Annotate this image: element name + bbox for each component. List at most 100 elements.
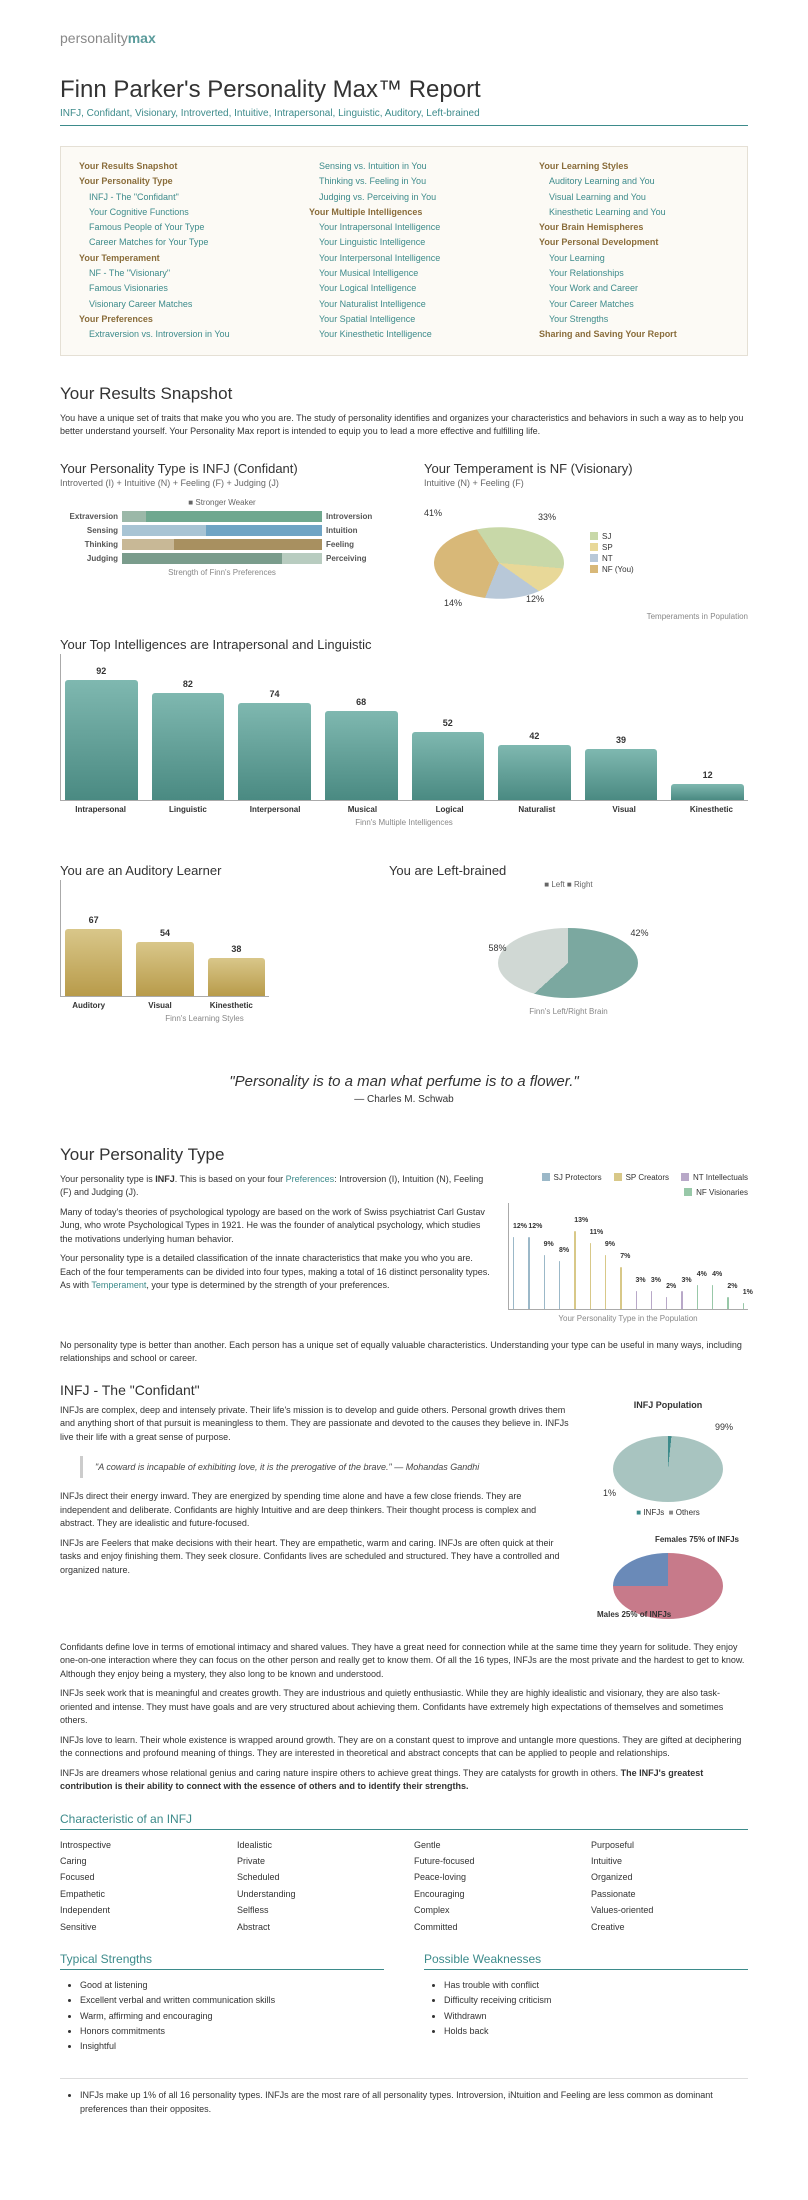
toc-link[interactable]: Your Personal Development (539, 235, 729, 250)
quote-block: "Personality is to a man what perfume is… (60, 1073, 748, 1105)
characteristic-item: Idealistic (237, 1838, 394, 1852)
characteristic-item: Organized (591, 1870, 748, 1884)
characteristics-grid: Introspective Idealistic Gentle Purposeful C… (60, 1838, 748, 1934)
list-item: Holds back (444, 2024, 748, 2039)
toc-link[interactable]: Your Intrapersonal Intelligence (309, 220, 499, 235)
characteristic-item: Future-focused (414, 1854, 571, 1868)
confidant-heading: INFJ - The "Confidant" (60, 1382, 748, 1398)
logo-text-2: max (128, 30, 156, 46)
toc-link[interactable]: Sensing vs. Intuition in You (309, 159, 499, 174)
toc-link[interactable]: Your Naturalist Intelligence (309, 297, 499, 312)
confidant-p7: INFJs are dreamers whose relational geni… (60, 1767, 748, 1794)
characteristic-item: Purposeful (591, 1838, 748, 1852)
list-item: Warm, affirming and encouraging (80, 2009, 384, 2024)
toc-link[interactable]: Your Learning (539, 251, 729, 266)
toc-col-3: Your Learning StylesAuditory Learning an… (539, 159, 729, 343)
table-of-contents: Your Results SnapshotYour Personality Ty… (60, 146, 748, 356)
weaknesses-heading: Possible Weaknesses (424, 1952, 748, 1970)
temperament-pie: 41% 33% 12% 14% (424, 498, 574, 608)
toc-link[interactable]: Your Career Matches (539, 297, 729, 312)
list-item: Honors commitments (80, 2024, 384, 2039)
characteristic-item: Focused (60, 1870, 217, 1884)
toc-link[interactable]: Career Matches for Your Type (79, 235, 269, 250)
list-item: Insightful (80, 2039, 384, 2054)
toc-link[interactable]: Famous People of Your Type (79, 220, 269, 235)
toc-link[interactable]: Kinesthetic Learning and You (539, 205, 729, 220)
toc-link[interactable]: Your Brain Hemispheres (539, 220, 729, 235)
toc-link[interactable]: Visual Learning and You (539, 190, 729, 205)
preferences-link[interactable]: Preferences (286, 1174, 335, 1184)
temperament-legend: SJSPNTNF (You) (590, 532, 634, 574)
toc-link[interactable]: Your Temperament (79, 251, 269, 266)
confidant-p6: INFJs love to learn. Their whole existen… (60, 1734, 748, 1761)
toc-link[interactable]: Your Personality Type (79, 174, 269, 189)
confidant-p5: INFJs seek work that is meaningful and c… (60, 1687, 748, 1728)
toc-link[interactable]: Auditory Learning and You (539, 174, 729, 189)
toc-link[interactable]: Your Results Snapshot (79, 159, 269, 174)
learn-caption: Finn's Learning Styles (60, 1014, 349, 1023)
hbar-legend: ■ Stronger Weaker (60, 498, 384, 507)
strengths-heading: Typical Strengths (60, 1952, 384, 1970)
characteristic-item: Encouraging (414, 1887, 571, 1901)
toc-link[interactable]: Your Kinesthetic Intelligence (309, 327, 499, 342)
preferences-chart: Extraversion IntroversionSensing Intuiti… (60, 511, 384, 564)
characteristic-item: Committed (414, 1920, 571, 1934)
characteristic-item: Caring (60, 1854, 217, 1868)
toc-link[interactable]: Thinking vs. Feeling in You (309, 174, 499, 189)
toc-link[interactable]: Extraversion vs. Introversion in You (79, 327, 269, 342)
characteristics-heading: Characteristic of an INFJ (60, 1812, 748, 1830)
characteristic-item: Peace-loving (414, 1870, 571, 1884)
toc-link[interactable]: Your Spatial Intelligence (309, 312, 499, 327)
toc-link[interactable]: Your Cognitive Functions (79, 205, 269, 220)
subtitle-tags: INFJ, Confidant, Visionary, Introverted,… (60, 108, 748, 119)
list-item: Excellent verbal and written communicati… (80, 1993, 384, 2008)
characteristic-item: Sensitive (60, 1920, 217, 1934)
characteristic-item: Gentle (414, 1838, 571, 1852)
toc-link[interactable]: Judging vs. Perceiving in You (309, 190, 499, 205)
characteristic-item: Passionate (591, 1887, 748, 1901)
temperament-title: Your Temperament is NF (Visionary) (424, 461, 748, 476)
weaknesses-list: Has trouble with conflictDifficulty rece… (424, 1978, 748, 2039)
toc-link[interactable]: Sharing and Saving Your Report (539, 327, 729, 342)
toc-link[interactable]: Your Multiple Intelligences (309, 205, 499, 220)
toc-col-1: Your Results SnapshotYour Personality Ty… (79, 159, 269, 343)
ptype-title: Your Personality Type is INFJ (Confidant… (60, 461, 384, 476)
toc-link[interactable]: Your Interpersonal Intelligence (309, 251, 499, 266)
ptype-section-heading: Your Personality Type (60, 1145, 748, 1165)
logo-text-1: personality (60, 30, 128, 46)
characteristic-item: Independent (60, 1903, 217, 1917)
toc-link[interactable]: Your Linguistic Intelligence (309, 235, 499, 250)
intel-caption: Finn's Multiple Intelligences (60, 818, 748, 827)
toc-link[interactable]: Famous Visionaries (79, 281, 269, 296)
temperament-link[interactable]: Temperament (91, 1280, 146, 1290)
quote-author: — Charles M. Schwab (60, 1094, 748, 1105)
characteristic-item: Introspective (60, 1838, 217, 1852)
toc-col-2: Sensing vs. Intuition in YouThinking vs.… (309, 159, 499, 343)
brain-caption: Finn's Left/Right Brain (389, 1007, 748, 1016)
population-chart: SJ ProtectorsSP CreatorsNT Intellectuals… (508, 1173, 748, 1323)
characteristic-item: Complex (414, 1903, 571, 1917)
list-item: Withdrawn (444, 2009, 748, 2024)
toc-link[interactable]: Your Learning Styles (539, 159, 729, 174)
brain-legend: ■ Left ■ Right (389, 880, 748, 889)
toc-link[interactable]: Your Logical Intelligence (309, 281, 499, 296)
characteristic-item: Scheduled (237, 1870, 394, 1884)
intelligences-title: Your Top Intelligences are Intrapersonal… (60, 637, 748, 652)
learning-chart: 675438 (60, 880, 269, 997)
toc-link[interactable]: Your Work and Career (539, 281, 729, 296)
toc-link[interactable]: NF - The "Visionary" (79, 266, 269, 281)
toc-link[interactable]: Your Relationships (539, 266, 729, 281)
characteristic-item: Intuitive (591, 1854, 748, 1868)
list-item: Difficulty receiving criticism (444, 1993, 748, 2008)
toc-link[interactable]: Your Preferences (79, 312, 269, 327)
toc-link[interactable]: Visionary Career Matches (79, 297, 269, 312)
toc-link[interactable]: Your Strengths (539, 312, 729, 327)
characteristic-item: Creative (591, 1920, 748, 1934)
toc-link[interactable]: Your Musical Intelligence (309, 266, 499, 281)
toc-link[interactable]: INFJ - The "Confidant" (79, 190, 269, 205)
ptype-p4: No personality type is better than anoth… (60, 1339, 748, 1366)
strengths-list: Good at listeningExcellent verbal and wr… (60, 1978, 384, 2054)
infj-population-charts: INFJ Population 1% 99% ■ INFJs ■ Others … (588, 1400, 748, 1625)
temp-caption: Temperaments in Population (424, 612, 748, 621)
footnote: INFJs make up 1% of all 16 personality t… (60, 2078, 748, 2116)
